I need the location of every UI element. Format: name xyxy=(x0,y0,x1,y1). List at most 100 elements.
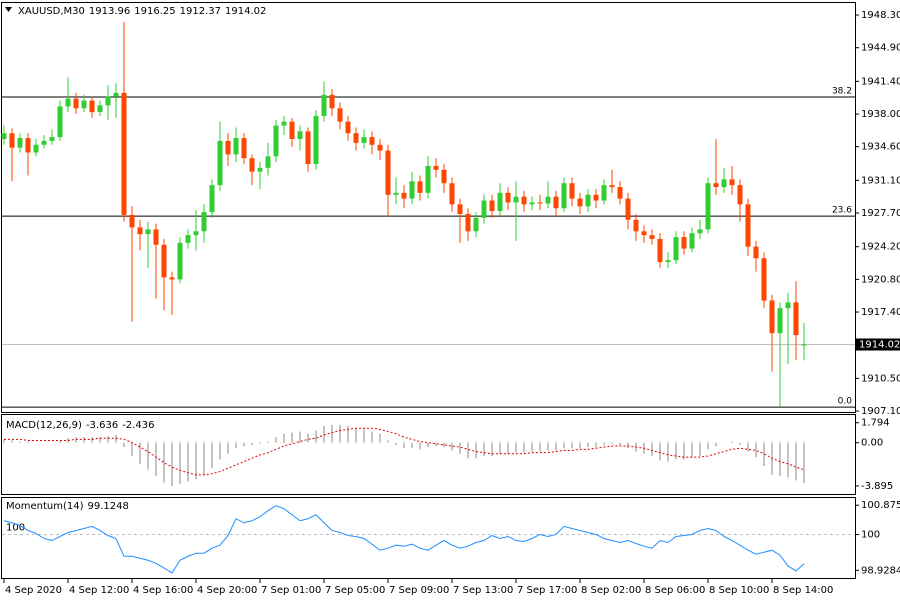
candle-body xyxy=(609,185,615,188)
momentum-line xyxy=(3,505,805,574)
candle-body xyxy=(689,233,695,249)
candle-body xyxy=(9,133,15,148)
indicator-header: MACD(12,26,9) -3.636 -2.436 xyxy=(6,420,154,431)
candle-body xyxy=(81,100,87,109)
candle-body xyxy=(705,183,711,230)
candle-body xyxy=(593,194,599,201)
candle-body xyxy=(729,179,735,186)
candle-body xyxy=(401,192,407,199)
candle-body xyxy=(137,227,143,235)
candle-body xyxy=(185,235,191,243)
candle-body xyxy=(57,106,63,138)
candle-body xyxy=(545,196,551,204)
candle-body xyxy=(241,138,247,159)
candle-body xyxy=(497,192,503,212)
header-item: 1913.96 xyxy=(89,6,130,17)
y-tick-label: 100 xyxy=(861,529,880,540)
candle-body xyxy=(745,204,751,247)
header-item: 1912.37 xyxy=(180,6,221,17)
candle-body xyxy=(521,196,527,205)
y-tick-label: 1.794 xyxy=(861,418,890,429)
fibo-label: 38.2 xyxy=(832,87,852,97)
header-item: 1914.02 xyxy=(225,6,266,17)
momentum-panel-frame xyxy=(1,497,856,579)
candle-body xyxy=(673,237,679,261)
candle-body xyxy=(169,277,175,280)
candle-body xyxy=(153,229,159,245)
candle-body xyxy=(505,192,511,203)
candle-body xyxy=(65,98,71,107)
candle-body xyxy=(289,121,295,140)
candle-body xyxy=(233,138,239,155)
candle-body xyxy=(201,212,207,232)
candle-body xyxy=(641,231,647,236)
fibo-label: 23.6 xyxy=(832,206,852,216)
candle-body xyxy=(681,237,687,249)
candle-body xyxy=(761,258,767,301)
y-tick-label: 1907.10 xyxy=(861,406,900,417)
candle-body xyxy=(585,194,591,207)
candle-body xyxy=(73,98,79,109)
candle-body xyxy=(753,246,759,259)
candle-body xyxy=(489,200,495,212)
header-item: -3.636 xyxy=(86,420,118,431)
current-price-label: 1914.02 xyxy=(859,340,900,351)
fibo-label: 0.0 xyxy=(838,397,853,407)
current-price-box xyxy=(856,338,900,351)
candle-body xyxy=(713,183,719,188)
candle-body xyxy=(737,185,743,205)
candle-body xyxy=(697,229,703,234)
candle-body xyxy=(217,140,223,186)
y-tick-label: 1941.40 xyxy=(861,76,900,87)
x-tick-label: 4 Sep 12:00 xyxy=(69,585,129,596)
y-tick-label: 1938.00 xyxy=(861,109,900,120)
symbol-menu-arrow[interactable] xyxy=(5,7,12,12)
candle-body xyxy=(49,137,55,141)
x-tick-label: 8 Sep 10:00 xyxy=(709,585,769,596)
candle-body xyxy=(321,94,327,116)
candle-body xyxy=(721,179,727,188)
y-tick-label: 98.9284 xyxy=(861,565,900,576)
candle-body xyxy=(473,217,479,232)
price-panel-frame xyxy=(1,2,856,413)
candle-body xyxy=(89,100,95,113)
candle-body xyxy=(281,121,287,126)
candle-body xyxy=(769,300,775,334)
y-tick-label: 1927.70 xyxy=(861,208,900,219)
x-tick-label: 7 Sep 09:00 xyxy=(389,585,449,596)
candle-body xyxy=(249,158,255,172)
x-tick-label: 8 Sep 14:00 xyxy=(773,585,833,596)
x-tick-label: 8 Sep 02:00 xyxy=(581,585,641,596)
candle-body xyxy=(273,125,279,157)
candle-body xyxy=(265,156,271,168)
candle-body xyxy=(1,133,7,140)
header-item: -2.436 xyxy=(122,420,154,431)
candle-body xyxy=(377,144,383,151)
candle-body xyxy=(193,231,199,236)
candle-body xyxy=(601,185,607,201)
candle-body xyxy=(145,229,151,235)
candle-body xyxy=(513,196,519,203)
x-tick-label: 7 Sep 17:00 xyxy=(517,585,577,596)
candle-body xyxy=(801,344,807,346)
indicator-header: Momentum(14) 99.1248 xyxy=(6,501,129,512)
candle-body xyxy=(777,308,783,334)
candle-body xyxy=(105,96,111,106)
x-tick-label: 7 Sep 05:00 xyxy=(325,585,385,596)
header-item: 1916.25 xyxy=(134,6,175,17)
header-item: XAUUSD,M30 xyxy=(18,6,85,17)
candle-body xyxy=(369,137,375,145)
candle-body xyxy=(409,181,415,199)
y-tick-label: 100.8757 xyxy=(861,500,900,511)
candle-body xyxy=(393,192,399,195)
candle-body xyxy=(465,213,471,232)
signal-line xyxy=(4,427,805,476)
y-tick-label: 1920.80 xyxy=(861,274,900,285)
candle-body xyxy=(433,165,439,170)
candle-body xyxy=(617,187,623,199)
candle-body xyxy=(529,202,535,205)
candle-body xyxy=(481,200,487,218)
candle-body xyxy=(457,204,463,214)
